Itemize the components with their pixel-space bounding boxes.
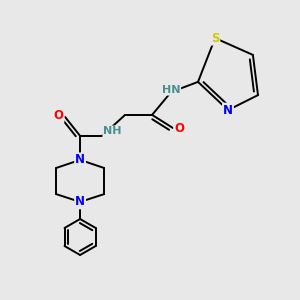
Text: N: N [223,103,233,117]
Text: NH: NH [103,126,122,136]
Text: O: O [174,122,184,135]
Text: O: O [53,109,64,122]
Text: S: S [211,32,219,45]
Text: HN: HN [162,85,180,95]
Text: N: N [75,153,85,167]
Text: N: N [75,195,85,208]
